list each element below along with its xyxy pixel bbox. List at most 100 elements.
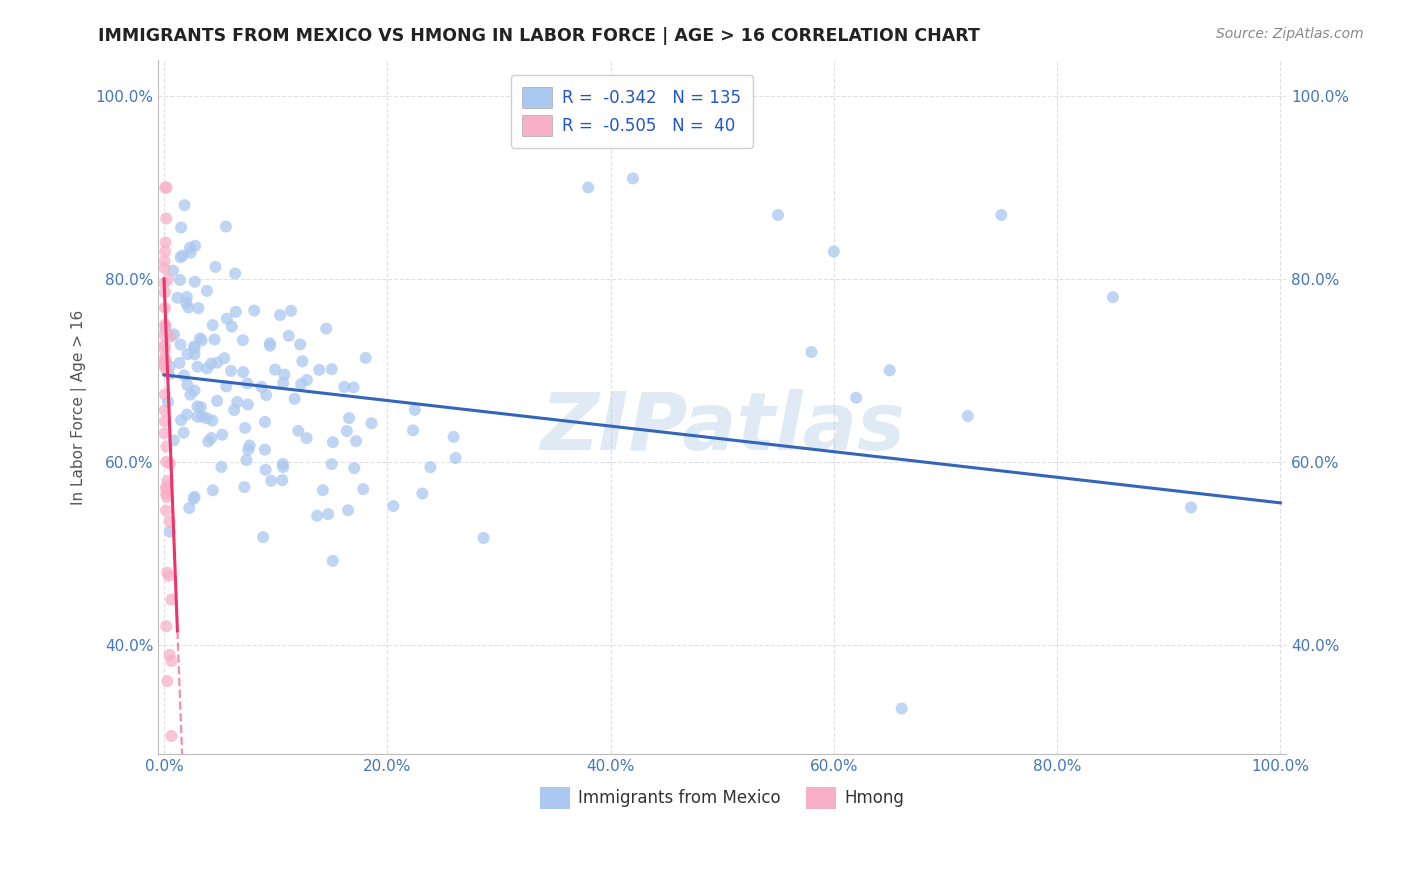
Point (155, 487, 177, 501)
Point (321, 457, 343, 471)
Point (352, 482, 374, 496)
Point (360, 417, 382, 431)
Point (160, 729, 183, 743)
Point (201, 414, 224, 428)
Point (170, 220, 193, 235)
Point (184, 275, 207, 289)
Point (153, 338, 176, 352)
Point (343, 461, 366, 475)
Point (180, 245, 202, 260)
Text: ZIPatlas: ZIPatlas (540, 389, 904, 467)
Point (204, 260, 226, 274)
Point (153, 254, 176, 268)
Point (472, 531, 495, 545)
Point (179, 501, 201, 516)
Point (209, 459, 232, 474)
Point (197, 434, 219, 449)
Point (159, 457, 181, 471)
Point (800, 345, 823, 359)
Point (239, 438, 262, 452)
Point (156, 674, 179, 689)
Point (202, 333, 225, 347)
Point (404, 402, 426, 417)
Point (271, 473, 294, 487)
Point (183, 339, 205, 353)
Point (845, 391, 868, 405)
Point (253, 442, 276, 457)
Point (155, 503, 177, 517)
Point (316, 507, 339, 521)
Point (155, 235, 177, 250)
Point (153, 328, 176, 343)
Point (163, 327, 186, 342)
Y-axis label: In Labor Force | Age > 16: In Labor Force | Age > 16 (72, 310, 87, 505)
Point (157, 569, 180, 583)
Point (243, 303, 266, 318)
Point (153, 357, 176, 371)
Point (155, 455, 177, 469)
Point (155, 319, 177, 334)
Point (224, 403, 246, 417)
Legend: Immigrants from Mexico, Hmong: Immigrants from Mexico, Hmong (533, 780, 911, 815)
Text: Source: ZipAtlas.com: Source: ZipAtlas.com (1216, 27, 1364, 41)
Point (166, 291, 188, 305)
Point (176, 347, 198, 361)
Point (295, 373, 318, 387)
Point (179, 241, 201, 255)
Point (342, 380, 364, 394)
Point (235, 453, 257, 467)
Point (273, 368, 295, 382)
Point (226, 395, 249, 409)
Point (254, 388, 277, 402)
Point (277, 328, 299, 343)
Point (443, 430, 465, 444)
Point (153, 414, 176, 428)
Point (155, 440, 177, 454)
Point (155, 363, 177, 377)
Point (191, 409, 214, 424)
Point (170, 413, 193, 427)
Point (183, 384, 205, 398)
Point (187, 301, 209, 315)
Point (159, 359, 181, 374)
Point (201, 318, 224, 333)
Point (232, 365, 254, 379)
Point (184, 239, 207, 253)
Point (173, 198, 195, 212)
Point (411, 486, 433, 500)
Point (1102, 290, 1125, 304)
Point (402, 423, 425, 437)
Point (195, 361, 218, 376)
Point (254, 463, 277, 477)
Point (155, 211, 177, 226)
Point (219, 364, 242, 378)
Point (354, 351, 377, 365)
Point (271, 376, 294, 390)
Point (444, 451, 467, 466)
Point (419, 460, 441, 475)
Point (179, 387, 201, 401)
Point (159, 515, 181, 529)
Point (308, 363, 330, 377)
Point (153, 387, 176, 401)
Point (169, 273, 191, 287)
Point (153, 358, 176, 372)
Point (183, 347, 205, 361)
Point (259, 336, 281, 351)
Point (190, 400, 212, 414)
Point (169, 356, 191, 370)
Point (157, 368, 180, 382)
Point (224, 267, 246, 281)
Point (201, 483, 224, 498)
Point (207, 356, 229, 370)
Point (157, 272, 180, 286)
Point (337, 411, 360, 425)
Point (214, 351, 236, 366)
Point (183, 491, 205, 506)
Point (315, 321, 337, 335)
Point (183, 341, 205, 355)
Point (291, 354, 314, 368)
Point (155, 619, 177, 633)
Point (173, 425, 195, 440)
Point (153, 351, 176, 366)
